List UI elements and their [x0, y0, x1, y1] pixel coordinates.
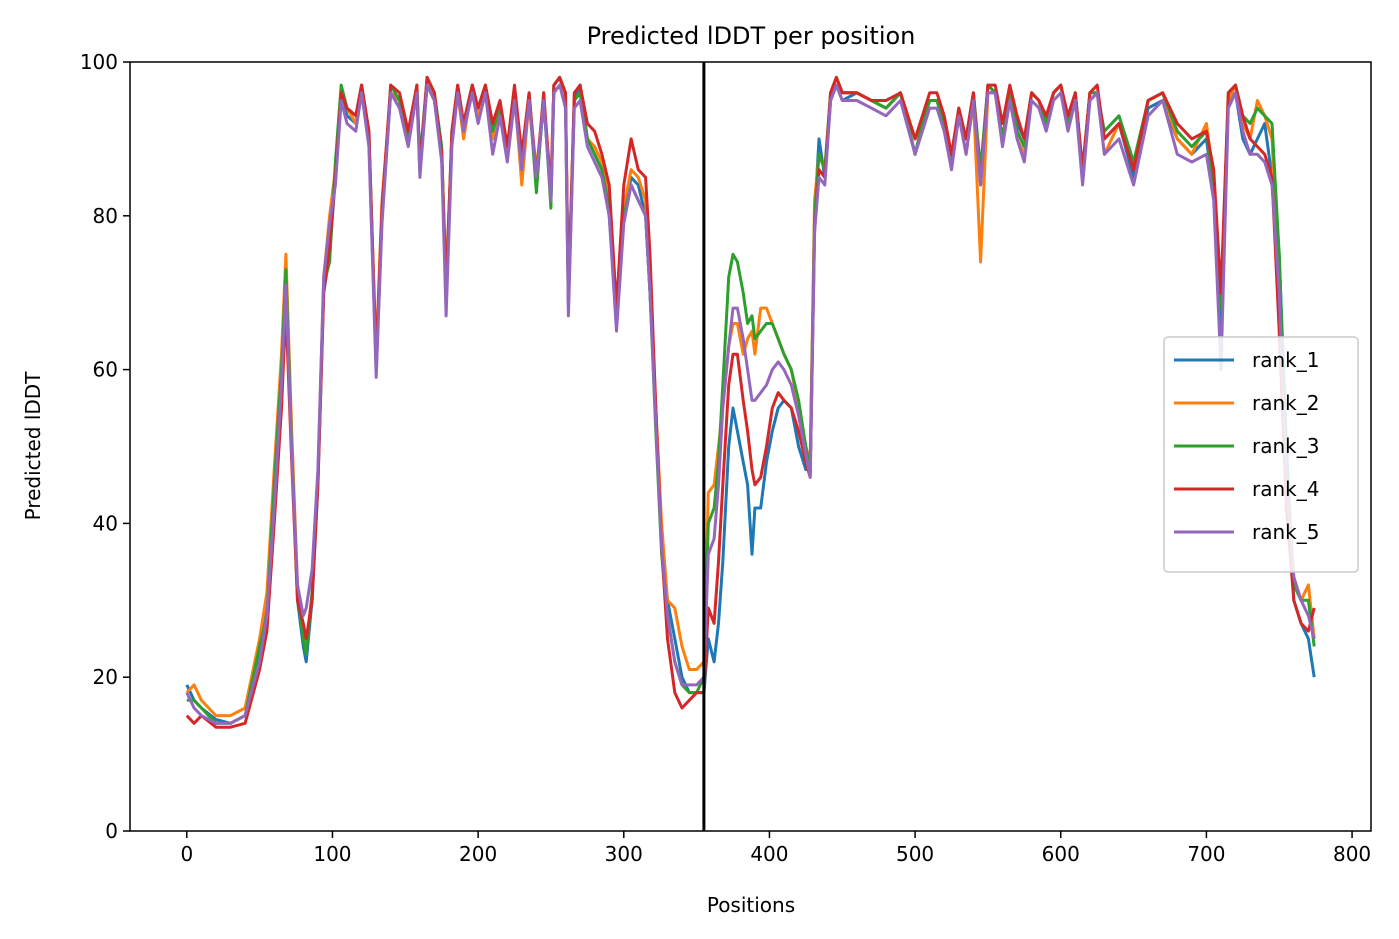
series-line-rank_5 — [185, 83, 1316, 725]
x-tick-label: 800 — [1333, 842, 1371, 866]
x-tick-label: 200 — [459, 842, 497, 866]
x-tick-label: 400 — [750, 842, 788, 866]
legend-label-rank_1: rank_1 — [1252, 348, 1319, 372]
y-tick-label: 20 — [93, 665, 118, 689]
legend: rank_1 rank_2 rank_3 rank_4 rank_5 — [1163, 336, 1359, 573]
y-tick-label: 80 — [93, 204, 118, 228]
legend-label-rank_4: rank_4 — [1252, 477, 1319, 501]
x-tick-label: 500 — [896, 842, 934, 866]
chart-title: Predicted lDDT per position — [587, 22, 916, 50]
y-ticks: 0 20 40 60 80 100 — [80, 50, 130, 843]
series-layer — [185, 75, 1316, 729]
y-axis-label: Predicted lDDT — [21, 371, 45, 521]
legend-box — [1163, 336, 1359, 573]
y-tick-label: 0 — [105, 819, 118, 843]
x-axis-label: Positions — [707, 893, 795, 917]
x-tick-label: 0 — [180, 842, 193, 866]
x-tick-label: 600 — [1042, 842, 1080, 866]
x-tick-label: 100 — [313, 842, 351, 866]
y-tick-label: 40 — [93, 511, 118, 535]
x-ticks: 0 100 200 300 400 500 600 700 800 — [180, 831, 1371, 866]
legend-label-rank_3: rank_3 — [1252, 434, 1319, 458]
plot-frame — [129, 61, 1372, 832]
y-tick-label: 100 — [80, 50, 118, 74]
x-tick-label: 700 — [1187, 842, 1225, 866]
legend-label-rank_5: rank_5 — [1252, 520, 1319, 544]
x-tick-label: 300 — [605, 842, 643, 866]
legend-label-rank_2: rank_2 — [1252, 391, 1319, 415]
y-tick-label: 60 — [93, 358, 118, 382]
